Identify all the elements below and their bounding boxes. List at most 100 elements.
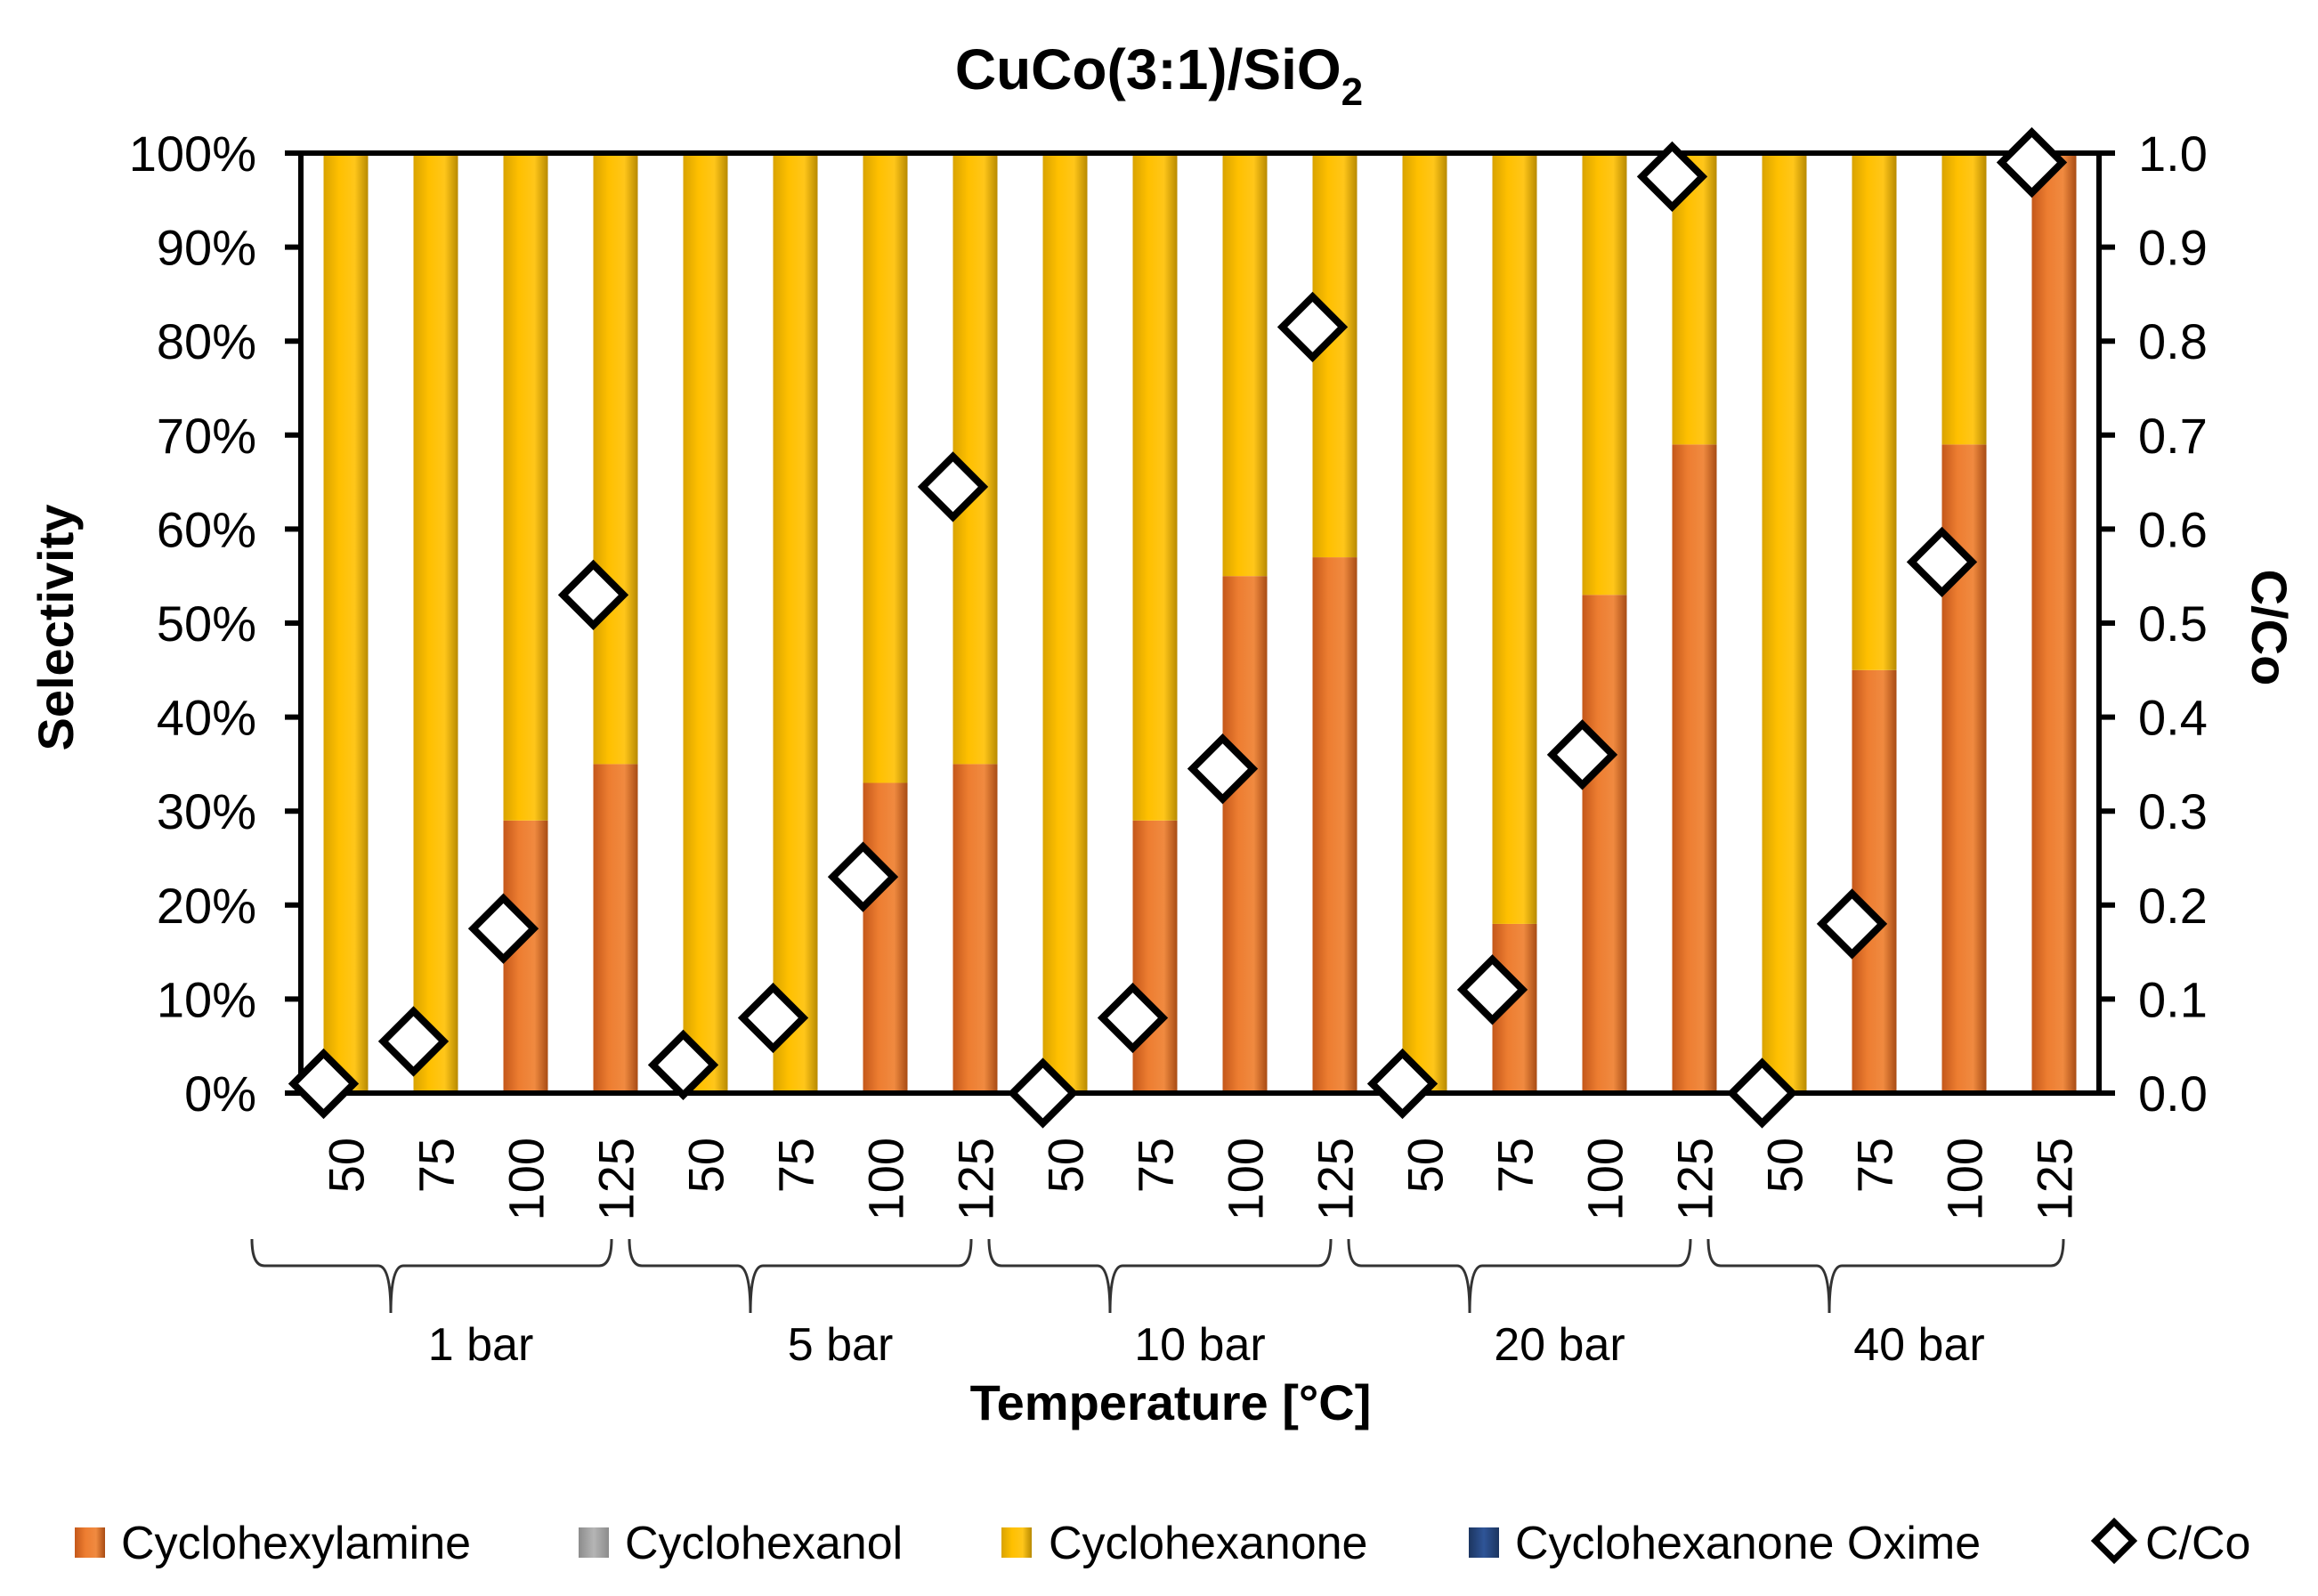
legend-swatch-cyclohexylamine — [75, 1527, 105, 1558]
c-co-marker — [1007, 1057, 1079, 1129]
bar-cyclohexylamine — [1312, 557, 1358, 1093]
x-tick-label: 125 — [2027, 1138, 2083, 1220]
x-tick-label: 100 — [1577, 1138, 1633, 1220]
x-tick-label: 50 — [1038, 1138, 1094, 1193]
y2-tick-label: 1.0 — [2138, 126, 2208, 182]
legend-swatch-cyclohexanol — [579, 1527, 609, 1558]
c-co-markers — [288, 126, 2068, 1129]
x-tick-label: 50 — [1398, 1138, 1454, 1193]
y2-tick-label: 0.8 — [2138, 313, 2208, 369]
bar-cyclohexanone — [413, 153, 458, 1093]
c-co-marker — [557, 559, 629, 630]
group-brace — [987, 1238, 1333, 1314]
y-tick-label: 50% — [157, 595, 256, 652]
x-tick-label: 50 — [319, 1138, 375, 1193]
legend-label-cyclohexylamine: Cyclohexylamine — [121, 1518, 471, 1569]
y2-tick-label: 0.6 — [2138, 501, 2208, 557]
bar-cyclohexylamine — [1132, 820, 1178, 1093]
group-brace — [250, 1238, 613, 1314]
bar-cyclohexanone — [1582, 153, 1627, 595]
x-axis-category-ticks: 50 75 100 125 50 75 100 125 50 75 100 125 50 75 100 125… — [319, 1138, 2083, 1220]
bar-cyclohexylamine — [952, 764, 998, 1093]
x-tick-label: 75 — [1128, 1138, 1184, 1193]
bar-cyclohexanone — [1762, 153, 1807, 1093]
y-tick-label: 0% — [184, 1065, 256, 1122]
bar-cyclohexylamine — [1582, 595, 1627, 1093]
bar-cyclohexylamine — [1852, 669, 1897, 1093]
bar-cyclohexylamine — [593, 764, 638, 1093]
chart-title-subscript: 2 — [1341, 70, 1363, 114]
x-tick-label: 125 — [1667, 1138, 1723, 1220]
y2-tick-label: 0.1 — [2138, 971, 2208, 1027]
chart-title: CuCo(3:1)/SiO2 — [955, 37, 1363, 114]
bar-cyclohexanone — [1941, 153, 1987, 445]
legend-label-cyclohexanone: Cyclohexanone — [1049, 1518, 1367, 1569]
y2-tick-label: 0.5 — [2138, 595, 2208, 652]
bars — [323, 153, 2077, 1093]
y2-axis-ticks: 0.0 0.1 0.2 0.3 0.4 0.5 0.6 0.7 0.8 0.9 1.0 — [2138, 126, 2208, 1122]
y-tick-label: 30% — [157, 783, 256, 839]
axes — [285, 150, 2115, 1096]
bar-cyclohexylamine — [2031, 153, 2077, 1093]
y2-tick-label: 0.2 — [2138, 878, 2208, 934]
c-co-marker — [1456, 954, 1528, 1025]
c-co-marker — [377, 1006, 450, 1077]
y-tick-label: 40% — [157, 690, 256, 746]
x-tick-label: 75 — [409, 1138, 465, 1193]
c-co-marker — [1546, 719, 1618, 790]
x-tick-label: 75 — [1847, 1138, 1903, 1193]
x-tick-label: 50 — [1757, 1138, 1813, 1193]
group-brace — [1347, 1238, 1692, 1314]
bar-cyclohexylamine — [1672, 444, 1717, 1093]
y-tick-label: 90% — [157, 220, 256, 276]
bar-cyclohexanone — [1402, 153, 1447, 1093]
bar-cyclohexanone — [1852, 153, 1897, 670]
y-axis-label: Selectivity — [28, 504, 84, 750]
x-tick-label: 125 — [948, 1138, 1004, 1220]
bar-cyclohexanone — [1132, 153, 1178, 821]
x-axis-label: Temperature [°C] — [970, 1374, 1372, 1430]
legend: Cyclohexylamine Cyclohexanol Cyclohexano… — [75, 1517, 2250, 1569]
legend-label-cyclohexanol: Cyclohexanol — [625, 1518, 903, 1569]
x-tick-label: 100 — [1218, 1138, 1274, 1220]
legend-label-cyclohexanone-oxime: Cyclohexanone Oxime — [1515, 1518, 1981, 1569]
bar-cyclohexanone — [503, 153, 548, 821]
bar-cyclohexanone — [1222, 153, 1268, 577]
group-brace — [628, 1238, 973, 1314]
c-co-marker — [647, 1029, 719, 1100]
y-tick-label: 60% — [157, 501, 256, 557]
x-tick-label: 100 — [498, 1138, 555, 1220]
bar-cyclohexanone — [1492, 153, 1537, 924]
bar-cyclohexanone — [323, 153, 369, 1093]
group-label-40-bar: 40 bar — [1853, 1319, 1984, 1371]
y2-tick-label: 0.4 — [2138, 690, 2208, 746]
x-tick-label: 125 — [1308, 1138, 1364, 1220]
group-label-5-bar: 5 bar — [788, 1319, 894, 1371]
c-co-marker — [1636, 141, 1708, 213]
c-co-marker — [1277, 291, 1349, 363]
c-co-marker — [827, 841, 899, 912]
x-tick-label: 100 — [1937, 1138, 1993, 1220]
c-co-marker — [288, 1048, 360, 1120]
bar-cyclohexanone — [863, 153, 908, 783]
x-tick-label: 75 — [768, 1138, 824, 1193]
bar-cyclohexanone — [773, 153, 818, 1093]
c-co-marker — [917, 451, 989, 523]
x-tick-label: 125 — [588, 1138, 644, 1220]
c-co-marker — [1816, 888, 1888, 960]
x-tick-label: 75 — [1487, 1138, 1544, 1193]
group-label-10-bar: 10 bar — [1134, 1319, 1265, 1371]
x-tick-label: 50 — [678, 1138, 734, 1193]
c-co-marker — [1366, 1048, 1439, 1120]
group-brace — [1706, 1238, 2065, 1314]
bar-cyclohexanone — [1042, 153, 1088, 1093]
c-co-marker — [1097, 982, 1169, 1054]
c-co-marker — [467, 893, 539, 964]
bar-cyclohexanone — [1312, 153, 1358, 558]
c-co-marker — [1187, 733, 1259, 805]
y-tick-label: 100% — [129, 126, 256, 182]
y-tick-label: 80% — [157, 313, 256, 369]
legend-swatch-cyclohexanone — [1001, 1527, 1032, 1558]
y2-tick-label: 0.7 — [2138, 408, 2208, 464]
